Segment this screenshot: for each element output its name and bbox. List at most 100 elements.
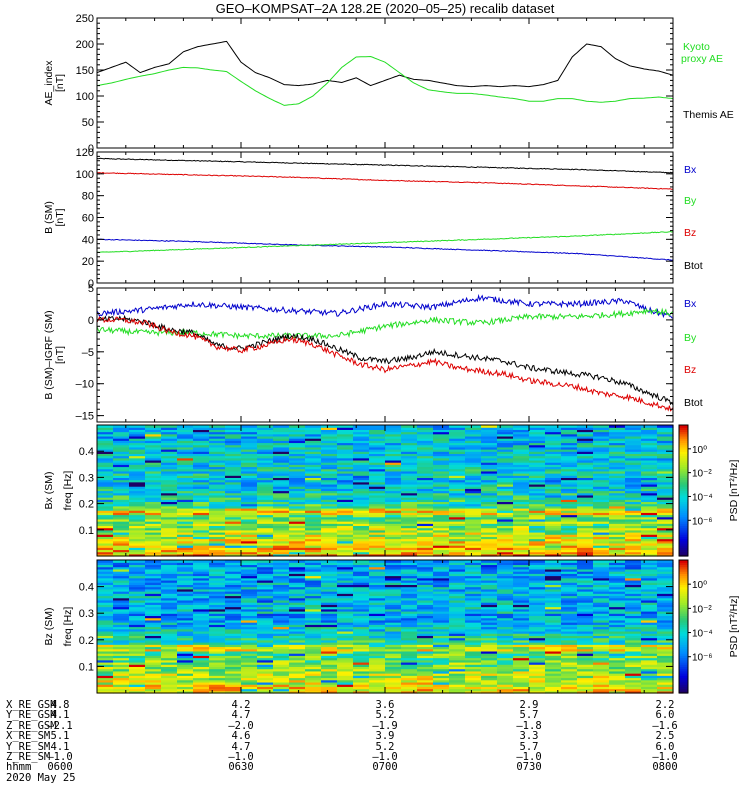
spectrogram-cell: [481, 486, 498, 489]
spectrogram-cell: [305, 518, 322, 522]
spectrogram-cell: [177, 584, 194, 588]
spectrogram-cell: [321, 551, 338, 555]
spectrogram-cell: [641, 673, 658, 676]
spectrogram-cell: [225, 494, 242, 498]
spectrogram-cell: [177, 534, 194, 537]
spectrogram-cell: [593, 425, 610, 428]
spectrogram-cell: [561, 481, 578, 485]
spectrogram-cell: [305, 497, 322, 500]
spectrogram-cell: [209, 435, 226, 439]
spectrogram-cell: [417, 657, 434, 661]
spectrogram-cell: [513, 514, 530, 518]
spectrogram-cell: [481, 512, 498, 516]
spectrogram-cell: [529, 499, 546, 503]
spectrogram-cell: [401, 431, 418, 435]
spectrogram-cell: [193, 659, 210, 663]
spectrogram-cell: [337, 681, 354, 685]
spectrogram-cell: [305, 521, 322, 524]
spectrogram-cell: [417, 595, 434, 599]
spectrogram-cell: [417, 604, 434, 608]
spectrogram-cell: [145, 591, 162, 594]
spectrogram-cell: [497, 486, 514, 489]
ephemeris-table: X_RE_GSM 4.8 4.2 3.6 2.9 2.2 Y_RE_GSM 4.1 4.7 5.2…: [6, 700, 750, 800]
spectrogram-cell: [433, 661, 450, 665]
spectrogram-cell: [417, 446, 434, 450]
spectrogram-cell: [305, 494, 322, 498]
spectrogram-cell: [465, 655, 482, 659]
spectrogram-cell: [289, 591, 306, 594]
spectrogram-cell: [321, 668, 338, 672]
spectrogram-cell: [657, 446, 674, 450]
spectrogram-cell: [481, 475, 498, 478]
spectrogram-cell: [481, 453, 498, 457]
spectrogram-cell: [129, 540, 146, 544]
spectrogram-cell: [209, 553, 226, 557]
spectrogram-cell: [401, 483, 418, 487]
spectrogram-cell: [449, 523, 466, 527]
spectrogram-cell: [113, 635, 130, 639]
spectrogram-cell: [561, 661, 578, 665]
spectrogram-cell: [161, 494, 178, 498]
spectrogram-cell: [513, 661, 530, 665]
spectrogram-cell: [225, 597, 242, 601]
spectrogram-cell: [225, 666, 242, 670]
spectrogram-cell: [257, 510, 274, 513]
spectrogram-cell: [481, 507, 498, 511]
spectrogram-cell: [417, 523, 434, 527]
ephemeris-row: Y_RE_GSM 4.1 4.7 5.2 5.7 6.0: [6, 710, 750, 721]
spectrogram-cell: [657, 599, 674, 603]
spectrogram-cell: [161, 666, 178, 670]
spectrogram-cell: [209, 653, 226, 656]
spectrogram-cell: [289, 473, 306, 476]
spectrogram-cell: [577, 488, 594, 492]
spectrogram-cell: [561, 688, 578, 692]
colorbar-step: [679, 534, 688, 537]
spectrogram-cell: [353, 468, 370, 472]
spectrogram-cell: [177, 459, 194, 463]
spectrogram-cell: [369, 668, 386, 672]
spectrogram-cell: [465, 490, 482, 494]
spectrogram-cell: [545, 619, 562, 623]
spectrogram-cell: [161, 547, 178, 551]
spectrogram-cell: [97, 577, 114, 581]
spectrogram-cell: [177, 433, 194, 437]
spectrogram-cell: [593, 451, 610, 454]
spectrogram-cell: [145, 599, 162, 603]
spectrogram-cell: [449, 446, 466, 450]
spectrogram-cell: [177, 668, 194, 672]
spectrogram-cell: [401, 613, 418, 617]
spectrogram-cell: [497, 536, 514, 540]
spectrogram-cell: [369, 628, 386, 632]
spectrogram-cell: [145, 661, 162, 665]
spectrogram-cell: [353, 633, 370, 636]
spectrogram-cell: [145, 562, 162, 566]
spectrogram-cell: [369, 604, 386, 608]
spectrogram-cell: [369, 540, 386, 544]
spectrogram-cell: [353, 575, 370, 579]
spectrogram-cell: [321, 477, 338, 481]
ephemeris-row: Z_RE_SM –1.0 –1.0 –1.0 –1.0 –1.0: [6, 751, 750, 762]
spectrogram-cell: [225, 429, 242, 433]
spectrogram-cell: [241, 659, 258, 663]
spectrogram-cell: [561, 571, 578, 574]
spectrogram-cell: [657, 615, 674, 619]
spectrogram-cell: [353, 675, 370, 679]
spectrogram-cell: [497, 425, 514, 428]
spectrogram-cell: [385, 503, 402, 507]
spectrogram-cell: [193, 610, 210, 614]
spectrogram-cell: [273, 566, 290, 570]
spectrogram-cell: [561, 575, 578, 579]
spectrogram-cell: [529, 599, 546, 603]
spectrogram-cell: [433, 657, 450, 661]
spectrogram-cell: [305, 459, 322, 463]
spectrogram-cell: [401, 457, 418, 461]
spectrogram-cell: [497, 464, 514, 468]
spectrogram-cell: [625, 617, 642, 621]
spectrogram-cell: [657, 549, 674, 553]
spectrogram-cell: [273, 626, 290, 630]
spectrogram-cell: [193, 588, 210, 592]
spectrogram-cell: [337, 431, 354, 435]
spectrogram-cell: [225, 560, 242, 563]
spectrogram-cell: [609, 468, 626, 472]
colorbar-step: [679, 527, 688, 531]
